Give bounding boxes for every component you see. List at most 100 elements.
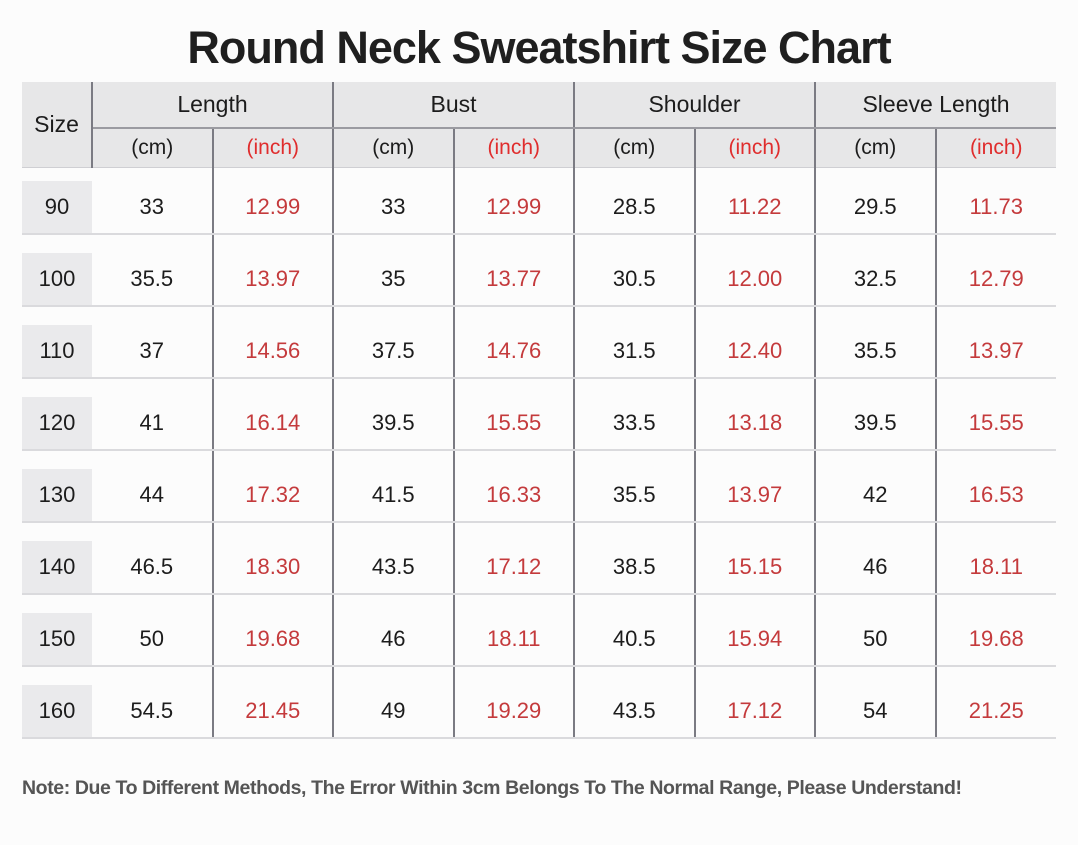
unit-header-length-inch: (inch): [212, 127, 334, 168]
length-cm-cell: 33: [92, 167, 214, 235]
bust-cm-cell: 46: [333, 593, 455, 667]
shoulder-cm-value: 43.5: [612, 697, 656, 723]
sleeve-inch-value: 15.55: [968, 409, 1024, 435]
sleeve-cm-value: 42: [863, 481, 888, 507]
sleeve-cm-value: 54: [863, 697, 888, 723]
sleeve-cm-cell: 54: [815, 665, 937, 739]
length-cm-value: 37: [139, 337, 164, 363]
sleeve-inch-cell: 21.25: [935, 665, 1056, 739]
length-inch-cell: 21.45: [212, 665, 334, 739]
bust-inch-value: 15.55: [486, 409, 542, 435]
bust-inch-cell: 18.11: [453, 593, 575, 667]
shoulder-inch-cell: 12.00: [694, 233, 816, 307]
shoulder-cm-value: 28.5: [612, 193, 656, 219]
bust-inch-cell: 12.99: [453, 167, 575, 235]
sleeve-cm-cell: 32.5: [815, 233, 937, 307]
length-cm-value: 35.5: [130, 265, 174, 291]
sleeve-inch-cell: 13.97: [935, 305, 1056, 379]
sleeve-inch-cell: 18.11: [935, 521, 1056, 595]
page-title: Round Neck Sweatshirt Size Chart: [187, 22, 891, 73]
shoulder-cm-value: 38.5: [612, 553, 656, 579]
shoulder-inch-value: 11.22: [728, 193, 782, 219]
length-cm-value: 44: [139, 481, 164, 507]
length-inch-value: 21.45: [245, 697, 301, 723]
length-cm-value: 46.5: [130, 553, 174, 579]
column-header-sleeve-length: Sleeve Length: [815, 81, 1056, 129]
length-inch-value: 18.30: [245, 553, 301, 579]
shoulder-inch-cell: 15.94: [694, 593, 816, 667]
shoulder-cm-cell: 33.5: [574, 377, 696, 451]
size-cell: 140: [22, 521, 92, 595]
length-inch-value: 13.97: [245, 265, 301, 291]
bust-inch-cell: 19.29: [453, 665, 575, 739]
unit-header-sleeve-inch: (inch): [935, 127, 1056, 168]
table-row: 90 33 12.99 33 12.99 28.5 11.22 29.5 11.…: [22, 167, 1056, 235]
length-inch-cell: 14.56: [212, 305, 334, 379]
sleeve-inch-cell: 16.53: [935, 449, 1056, 523]
table-row: 120 41 16.14 39.5 15.55 33.5 13.18 39.5 …: [22, 377, 1056, 451]
length-cm-cell: 46.5: [92, 521, 214, 595]
bust-cm-cell: 41.5: [333, 449, 455, 523]
shoulder-cm-cell: 43.5: [574, 665, 696, 739]
bust-cm-cell: 33: [333, 167, 455, 235]
shoulder-cm-cell: 40.5: [574, 593, 696, 667]
size-label: 140: [22, 540, 92, 593]
bust-cm-value: 49: [381, 697, 406, 723]
shoulder-inch-value: 17.12: [727, 697, 783, 723]
sleeve-cm-value: 35.5: [853, 337, 897, 363]
note-text: Note: Due To Different Methods, The Erro…: [22, 776, 962, 799]
size-rows: 90 33 12.99 33 12.99 28.5 11.22 29.5 11.…: [22, 167, 1056, 739]
length-inch-cell: 13.97: [212, 233, 334, 307]
length-inch-value: 19.68: [245, 625, 301, 651]
sleeve-inch-value: 21.25: [968, 697, 1024, 723]
bust-inch-value: 19.29: [486, 697, 542, 723]
shoulder-cm-value: 31.5: [612, 337, 656, 363]
sleeve-cm-cell: 42: [815, 449, 937, 523]
size-label: 160: [22, 684, 92, 737]
unit-header-length-cm: (cm): [92, 127, 214, 168]
length-inch-cell: 19.68: [212, 593, 334, 667]
sleeve-inch-cell: 19.68: [935, 593, 1056, 667]
table-row: 110 37 14.56 37.5 14.76 31.5 12.40 35.5 …: [22, 305, 1056, 379]
size-label: 150: [22, 612, 92, 665]
size-cell: 110: [22, 305, 92, 379]
size-chart-table: Size Length Bust Shoulder Sleeve Length …: [22, 81, 1056, 739]
unit-header-row: (cm) (inch) (cm) (inch) (cm) (inch) (cm)…: [22, 127, 1056, 168]
bust-inch-value: 14.76: [486, 337, 542, 363]
table-row: 130 44 17.32 41.5 16.33 35.5 13.97 42 16…: [22, 449, 1056, 523]
table-row: 160 54.5 21.45 49 19.29 43.5 17.12 54 21…: [22, 665, 1056, 739]
shoulder-cm-value: 33.5: [612, 409, 656, 435]
unit-header-sleeve-cm: (cm): [815, 127, 937, 168]
table-header: Size Length Bust Shoulder Sleeve Length …: [22, 81, 1056, 168]
sleeve-inch-value: 16.53: [968, 481, 1024, 507]
group-header-row: Size Length Bust Shoulder Sleeve Length: [22, 81, 1056, 168]
shoulder-cm-value: 30.5: [612, 265, 656, 291]
length-inch-value: 12.99: [245, 193, 301, 219]
column-header-bust: Bust: [333, 81, 575, 129]
bust-inch-cell: 15.55: [453, 377, 575, 451]
shoulder-inch-cell: 15.15: [694, 521, 816, 595]
bust-inch-cell: 16.33: [453, 449, 575, 523]
bust-inch-cell: 14.76: [453, 305, 575, 379]
bust-inch-value: 12.99: [486, 193, 542, 219]
length-inch-cell: 16.14: [212, 377, 334, 451]
bust-cm-value: 39.5: [371, 409, 415, 435]
unit-header-shoulder-inch: (inch): [694, 127, 816, 168]
length-cm-cell: 41: [92, 377, 214, 451]
sleeve-cm-value: 46: [863, 553, 888, 579]
sleeve-cm-value: 39.5: [853, 409, 897, 435]
shoulder-inch-value: 15.15: [727, 553, 783, 579]
bust-inch-value: 13.77: [486, 265, 542, 291]
bust-cm-value: 33: [381, 193, 406, 219]
shoulder-cm-value: 35.5: [612, 481, 656, 507]
sleeve-cm-cell: 50: [815, 593, 937, 667]
bust-cm-value: 41.5: [371, 481, 415, 507]
sleeve-cm-cell: 46: [815, 521, 937, 595]
shoulder-inch-cell: 13.97: [694, 449, 816, 523]
length-cm-cell: 35.5: [92, 233, 214, 307]
bust-inch-value: 18.11: [487, 625, 541, 651]
sleeve-inch-value: 19.68: [968, 625, 1024, 651]
length-inch-cell: 12.99: [212, 167, 334, 235]
sleeve-cm-value: 32.5: [853, 265, 897, 291]
size-chart-page: Round Neck Sweatshirt Size Chart Size Le…: [0, 10, 1078, 845]
